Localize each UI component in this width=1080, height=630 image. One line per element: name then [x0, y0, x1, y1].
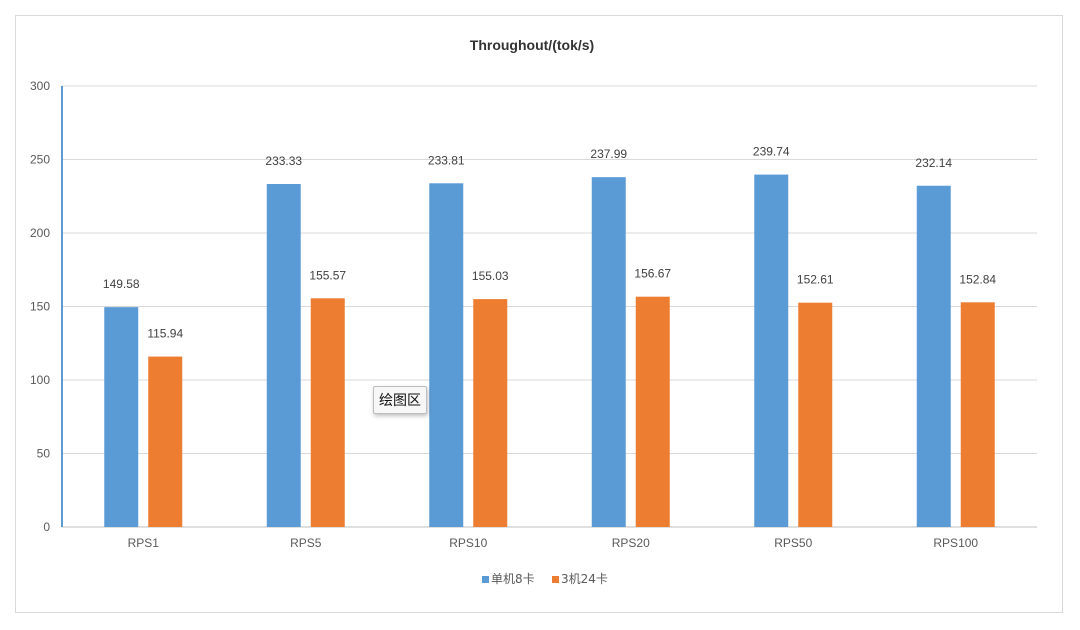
- y-tick-label: 200: [30, 226, 50, 240]
- x-tick-label: RPS1: [128, 536, 160, 550]
- x-tick-label: RPS20: [612, 536, 650, 550]
- grid-lines: [62, 85, 1037, 454]
- y-tick-label: 150: [30, 300, 50, 314]
- x-tick-label: RPS5: [290, 536, 322, 550]
- bar-rps20-series-2: [635, 296, 670, 527]
- bar-rps1-series-2: [148, 356, 183, 527]
- legend-entry: 单机8卡: [491, 572, 535, 586]
- bars: [104, 174, 995, 528]
- data-label: 155.57: [309, 268, 346, 282]
- bar-rps50-series-1: [754, 174, 789, 527]
- bar-rps100-series-1: [916, 185, 951, 527]
- data-label: 149.58: [103, 277, 140, 291]
- bar-rps20-series-1: [591, 177, 626, 527]
- bar-rps5-series-2: [310, 298, 345, 527]
- data-label: 156.67: [634, 267, 671, 281]
- bar-rps10-series-2: [473, 299, 508, 527]
- legend-swatch: [482, 576, 489, 583]
- x-tick-label: RPS100: [933, 536, 978, 550]
- data-label: 233.81: [428, 153, 465, 167]
- data-label: 239.74: [753, 145, 790, 159]
- data-labels: 149.58 115.94 233.33 155.57 233.81 155.03 237.…: [103, 145, 997, 341]
- legend: 单机8卡 3机24卡: [482, 572, 608, 586]
- data-label: 152.84: [959, 272, 996, 286]
- bar-rps5-series-1: [266, 184, 301, 528]
- data-label: 152.61: [797, 273, 834, 287]
- chart-title: Throughout/(tok/s): [470, 37, 594, 53]
- chart-frame: [15, 15, 1063, 613]
- y-tick-label: 100: [30, 373, 50, 387]
- x-tick-label: RPS10: [449, 536, 487, 550]
- y-tick-label: 0: [43, 520, 50, 534]
- data-label: 233.33: [265, 154, 302, 168]
- legend-entry: 3机24卡: [561, 572, 608, 586]
- axes: 0 50 100 150 200 250 300 RPS1 RPS5 RPS10 RPS20 RPS5…: [30, 79, 1037, 550]
- y-tick-label: 300: [30, 79, 50, 93]
- y-tick-label: 250: [30, 153, 50, 167]
- x-tick-label: RPS50: [774, 536, 812, 550]
- plot-area-tooltip: 绘图区: [373, 386, 427, 414]
- bar-rps50-series-2: [798, 302, 833, 527]
- bar-rps10-series-1: [429, 183, 464, 527]
- y-tick-label: 50: [37, 447, 51, 461]
- data-label: 155.03: [472, 269, 509, 283]
- data-label: 232.14: [915, 156, 952, 170]
- data-label: 237.99: [590, 147, 627, 161]
- bar-rps100-series-2: [960, 302, 995, 527]
- legend-swatch: [552, 576, 559, 583]
- data-label: 115.94: [147, 327, 183, 341]
- bar-rps1-series-1: [104, 307, 139, 527]
